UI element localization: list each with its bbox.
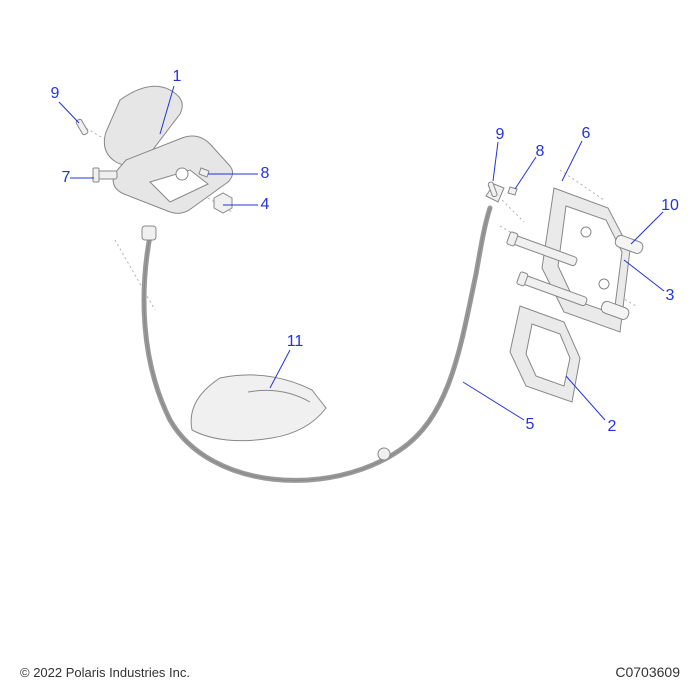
- part-shield-plate: [191, 375, 326, 441]
- callout-11: 11: [287, 333, 304, 351]
- callout-8b: 8: [536, 143, 545, 161]
- cable-clip: [378, 448, 390, 460]
- callout-6: 6: [582, 125, 591, 143]
- callout-1: 1: [173, 68, 182, 86]
- part-cable-outline: [144, 208, 490, 480]
- drawing-id: C0703609: [615, 664, 680, 680]
- callout-9b: 9: [496, 126, 505, 144]
- callout-10: 10: [661, 197, 679, 215]
- callout-4: 4: [261, 196, 270, 214]
- line-art-svg: [0, 0, 700, 700]
- copyright-text: © 2022 Polaris Industries Inc.: [20, 665, 190, 680]
- cable-end-left: [142, 226, 156, 240]
- callout-8a: 8: [261, 165, 270, 183]
- callout-3: 3: [666, 287, 675, 305]
- callout-5: 5: [526, 416, 535, 434]
- callout-2: 2: [608, 418, 617, 436]
- callout-7: 7: [62, 169, 71, 187]
- diagram-canvas: 1 9 7 8 4 11 5 2 3 10 6 8 9 © 2022 Polar…: [0, 0, 700, 700]
- callout-9a: 9: [51, 85, 60, 103]
- part-nut-4: [214, 193, 232, 213]
- part-bracket-secondary: [510, 306, 580, 402]
- part-cable: [144, 208, 490, 480]
